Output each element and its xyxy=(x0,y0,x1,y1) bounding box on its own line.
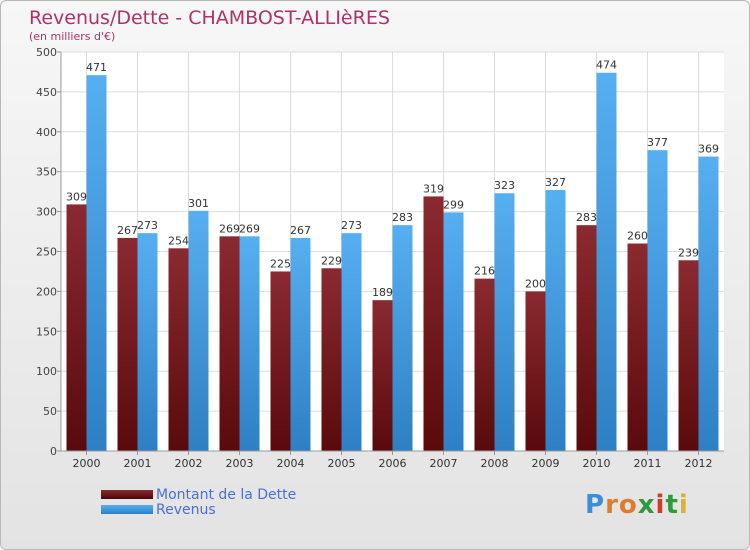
x-tick-label-2002: 2002 xyxy=(175,457,203,470)
data-label-dette-2000: 309 xyxy=(66,190,87,203)
data-label-dette-2006: 189 xyxy=(372,286,393,299)
bar-dette-2005 xyxy=(321,268,342,451)
y-tick-label: 0 xyxy=(50,445,57,458)
x-tick-label-2003: 2003 xyxy=(226,457,254,470)
y-tick-label: 350 xyxy=(36,166,57,179)
bar-dette-2011 xyxy=(627,243,648,451)
y-tick-label: 100 xyxy=(36,365,57,378)
legend-swatch-dette xyxy=(101,490,153,499)
data-label-revenus-2010: 474 xyxy=(596,59,617,72)
logo-letter: i xyxy=(678,490,689,520)
data-label-dette-2004: 225 xyxy=(270,257,291,270)
bar-dette-2006 xyxy=(372,300,393,451)
legend-item-revenus: Revenus xyxy=(101,501,296,518)
proxiti-logo: Proxiti xyxy=(585,490,689,520)
data-label-dette-2001: 267 xyxy=(117,224,138,237)
bar-revenus-2001 xyxy=(137,233,158,451)
x-tick-label-2006: 2006 xyxy=(379,457,407,470)
y-tick-label: 150 xyxy=(36,325,57,338)
bar-revenus-2009 xyxy=(545,190,566,451)
bar-revenus-2012 xyxy=(698,156,719,451)
data-label-revenus-2006: 283 xyxy=(392,211,413,224)
legend-label-revenus: Revenus xyxy=(156,501,216,518)
data-label-dette-2011: 260 xyxy=(627,230,648,243)
bar-revenus-2007 xyxy=(443,212,464,451)
x-tick-label-2008: 2008 xyxy=(481,457,509,470)
logo-letter: t xyxy=(665,490,679,520)
x-tick-label-2000: 2000 xyxy=(73,457,101,470)
bar-dette-2008 xyxy=(474,278,495,451)
y-tick-label: 500 xyxy=(36,46,57,59)
legend-label-dette: Montant de la Dette xyxy=(156,486,297,503)
bar-dette-2010 xyxy=(576,225,597,451)
logo-letter: x xyxy=(637,490,656,520)
bar-revenus-2005 xyxy=(341,233,362,451)
y-tick-label: 400 xyxy=(36,126,57,139)
bar-revenus-2006 xyxy=(392,225,413,451)
x-tick-label-2010: 2010 xyxy=(583,457,611,470)
data-label-dette-2012: 239 xyxy=(678,246,699,259)
logo-letter: P xyxy=(585,490,606,520)
bar-dette-2012 xyxy=(678,260,699,451)
bar-dette-2007 xyxy=(423,196,444,451)
data-label-dette-2005: 229 xyxy=(321,254,342,267)
legend: Montant de la Dette Revenus xyxy=(101,486,297,518)
x-tick-label-2001: 2001 xyxy=(124,457,152,470)
data-label-revenus-2000: 471 xyxy=(86,61,107,74)
data-label-revenus-2009: 327 xyxy=(545,176,566,189)
data-label-revenus-2002: 301 xyxy=(188,197,209,210)
data-label-revenus-2007: 299 xyxy=(443,198,464,211)
data-label-revenus-2011: 377 xyxy=(647,136,668,149)
data-label-dette-2009: 200 xyxy=(525,277,546,290)
bar-revenus-2010 xyxy=(596,72,617,452)
legend-swatch-revenus xyxy=(101,505,153,514)
y-tick-label: 200 xyxy=(36,285,57,298)
x-tick-label-2011: 2011 xyxy=(634,457,662,470)
x-tick-label-2004: 2004 xyxy=(277,457,305,470)
bar-dette-2004 xyxy=(270,271,291,451)
bar-revenus-2011 xyxy=(647,150,668,452)
data-label-dette-2007: 319 xyxy=(423,182,444,195)
y-tick-label: 300 xyxy=(36,206,57,219)
data-label-dette-2002: 254 xyxy=(168,234,189,247)
chart-title: Revenus/Dette - CHAMBOST-ALLIèRES xyxy=(29,7,390,29)
bar-revenus-2004 xyxy=(290,237,311,451)
bar-dette-2009 xyxy=(525,291,546,451)
x-tick-label-2009: 2009 xyxy=(532,457,560,470)
data-label-revenus-2005: 273 xyxy=(341,219,362,232)
bar-revenus-2000 xyxy=(86,75,107,451)
data-label-dette-2010: 283 xyxy=(576,211,597,224)
data-label-revenus-2003: 269 xyxy=(239,222,260,235)
y-tick-label: 50 xyxy=(43,405,57,418)
y-tick-label: 250 xyxy=(36,246,57,259)
data-label-revenus-2001: 273 xyxy=(137,219,158,232)
logo-letter: i xyxy=(655,490,666,520)
logo-letter: o xyxy=(618,490,638,520)
y-tick-label: 450 xyxy=(36,86,57,99)
bar-dette-2000 xyxy=(66,204,87,451)
bar-revenus-2002 xyxy=(188,210,209,451)
legend-item-dette: Montant de la Dette xyxy=(101,486,297,503)
bar-dette-2003 xyxy=(219,236,240,451)
x-tick-label-2007: 2007 xyxy=(430,457,458,470)
logo-letter: r xyxy=(605,490,619,520)
x-tick-label-2012: 2012 xyxy=(685,457,713,470)
bar-dette-2002 xyxy=(168,248,189,451)
chart-subtitle: (en milliers d'€) xyxy=(29,30,116,43)
data-label-dette-2008: 216 xyxy=(474,265,495,278)
data-label-revenus-2004: 267 xyxy=(290,224,311,237)
data-label-revenus-2008: 323 xyxy=(494,179,515,192)
bar-revenus-2003 xyxy=(239,236,260,451)
data-label-revenus-2012: 369 xyxy=(698,143,719,156)
bar-revenus-2008 xyxy=(494,193,515,451)
x-tick-label-2005: 2005 xyxy=(328,457,356,470)
data-label-dette-2003: 269 xyxy=(219,222,240,235)
bar-dette-2001 xyxy=(117,237,138,451)
